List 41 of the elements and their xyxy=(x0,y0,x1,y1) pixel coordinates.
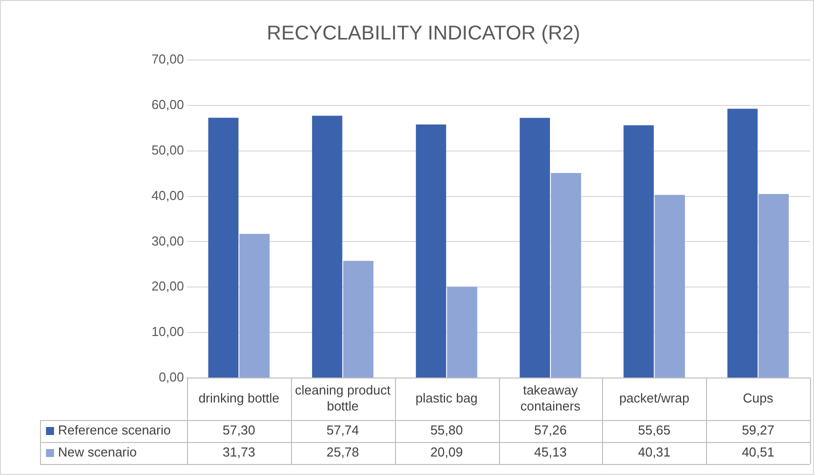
data-label: 31,73 xyxy=(222,444,256,460)
x-tick-label: packet/wrap xyxy=(619,390,690,406)
bar xyxy=(758,194,789,378)
bar xyxy=(520,118,550,378)
y-tick-label: 10,00 xyxy=(151,324,184,340)
bar xyxy=(447,286,478,378)
x-tick-label: drinking bottle xyxy=(198,390,280,406)
x-tick-label: plastic bag xyxy=(416,390,478,406)
bar xyxy=(239,234,270,378)
bar xyxy=(312,116,342,378)
data-label: 45,13 xyxy=(534,444,567,460)
data-label: 57,74 xyxy=(326,422,360,438)
y-tick-label: 50,00 xyxy=(151,142,184,158)
y-tick-label: 70,00 xyxy=(151,52,184,67)
x-tick-label: takeaway containers xyxy=(520,382,581,414)
y-tick-label: 60,00 xyxy=(151,97,184,112)
bar xyxy=(727,108,758,378)
y-tick-label: 40,00 xyxy=(151,188,184,203)
data-label: 57,30 xyxy=(222,422,256,438)
data-label: 55,80 xyxy=(430,422,463,438)
legend-label: Reference scenario xyxy=(58,422,171,438)
data-label: 57,26 xyxy=(534,422,567,438)
y-tick-label: 20,00 xyxy=(151,278,184,294)
data-label: 40,31 xyxy=(638,444,671,460)
data-label: 40,51 xyxy=(742,444,774,460)
bar xyxy=(343,260,374,378)
y-tick-label: 30,00 xyxy=(151,233,184,248)
data-label: 59,27 xyxy=(742,422,774,438)
bar xyxy=(550,172,582,378)
y-tick-label: 0,00 xyxy=(158,370,184,385)
x-tick-label: cleaning product bottle xyxy=(295,382,391,414)
bar xyxy=(654,194,685,378)
data-label: 20,09 xyxy=(430,444,463,460)
x-tick-label: Cups xyxy=(742,390,774,406)
legend-label: New scenario xyxy=(58,444,137,460)
bar xyxy=(416,124,446,378)
data-label: 55,65 xyxy=(638,422,671,438)
bar xyxy=(624,125,654,378)
bar xyxy=(208,118,238,378)
chart-title: RECYCLABILITY INDICATOR (R2) xyxy=(266,22,580,45)
data-label: 25,78 xyxy=(326,444,360,460)
